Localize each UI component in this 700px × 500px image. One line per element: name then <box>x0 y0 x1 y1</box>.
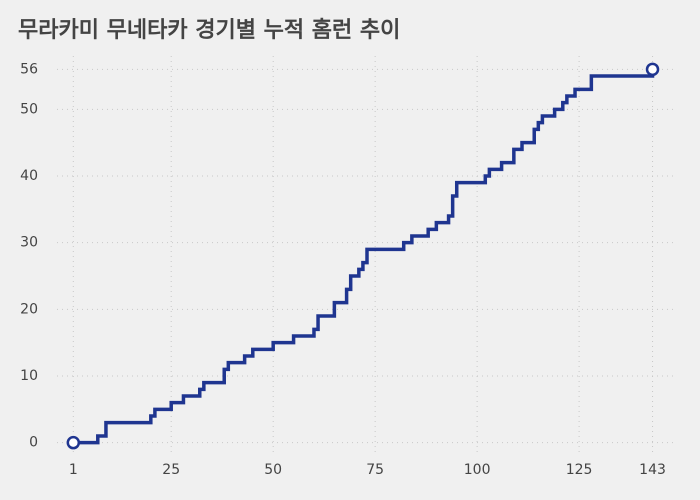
y-tick-label: 30 <box>20 235 38 251</box>
y-tick-label: 20 <box>20 301 38 317</box>
x-tick-label: 143 <box>639 462 666 478</box>
chart-title: 무라카미 무네타카 경기별 누적 홈런 추이 <box>18 18 400 43</box>
x-tick-label: 25 <box>162 462 180 478</box>
x-tick-label: 100 <box>464 462 491 478</box>
y-tick-label: 0 <box>29 435 38 451</box>
y-tick-label: 40 <box>20 168 38 184</box>
x-tick-label: 125 <box>566 462 593 478</box>
step-line <box>73 69 655 445</box>
y-tick-label: 50 <box>20 101 38 117</box>
y-tick-label: 56 <box>20 61 38 77</box>
end-marker <box>66 435 81 450</box>
y-tick-label: 10 <box>20 368 38 384</box>
end-marker <box>645 62 660 77</box>
x-tick-label: 50 <box>264 462 282 478</box>
x-tick-label: 1 <box>69 462 78 478</box>
x-tick-label: 75 <box>366 462 384 478</box>
